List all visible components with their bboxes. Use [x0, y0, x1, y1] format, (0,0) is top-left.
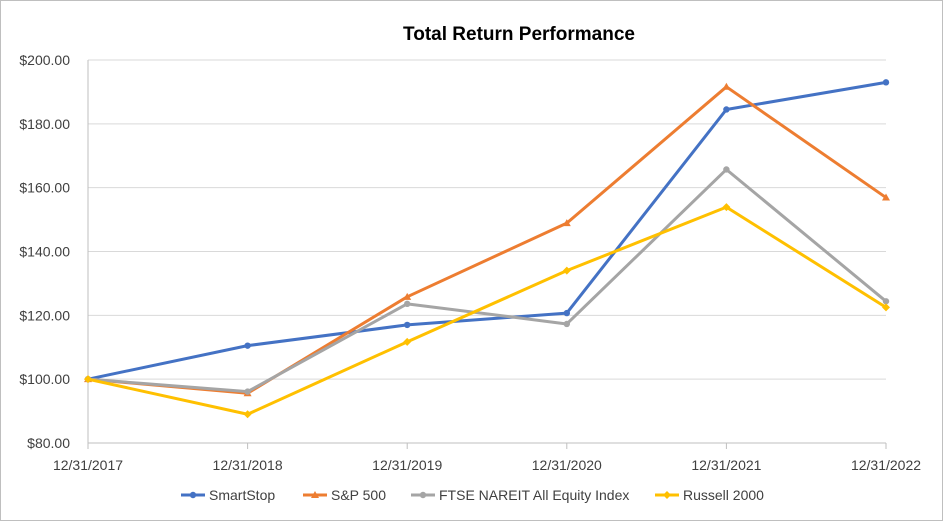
series-line — [86, 167, 888, 394]
data-point — [563, 309, 570, 317]
x-tick-label: 12/31/2018 — [213, 457, 283, 473]
data-point — [403, 337, 412, 346]
y-axis-tick-labels: $80.00 $100.00 $120.00 $140.00 $160.00 $180.0… — [19, 52, 70, 451]
x-tick-label: 12/31/2019 — [372, 457, 442, 473]
legend-item: S&P 500 — [303, 487, 386, 503]
legend-label: S&P 500 — [331, 487, 386, 503]
x-axis-tick-labels: 12/31/2017 12/31/2018 12/31/2019 12/31/2020… — [53, 457, 921, 473]
x-tick-label: 12/31/2017 — [53, 457, 123, 473]
data-point — [84, 375, 92, 384]
data-point — [243, 410, 252, 419]
series-2 — [84, 166, 890, 395]
legend-label: Russell 2000 — [683, 487, 764, 503]
data-point — [244, 388, 251, 395]
legend-label: SmartStop — [209, 487, 275, 503]
data-point — [404, 300, 411, 308]
gridlines — [88, 59, 886, 380]
x-tick-label: 12/31/2021 — [691, 457, 761, 473]
data-point — [404, 321, 411, 329]
legend-label: FTSE NAREIT All Equity Index — [439, 487, 629, 503]
data-point — [189, 491, 197, 499]
data-point — [882, 298, 890, 305]
data-point — [882, 193, 890, 201]
data-point — [723, 106, 730, 113]
data-point — [722, 203, 731, 212]
data-point — [663, 491, 671, 499]
series-0 — [84, 79, 890, 383]
data-point — [403, 292, 412, 300]
series-1 — [84, 82, 890, 397]
series-line — [86, 85, 888, 395]
x-tick-label: 12/31/2020 — [532, 457, 602, 473]
y-tick-label: $80.00 — [27, 435, 70, 451]
data-point — [722, 82, 731, 90]
y-tick-label: $120.00 — [19, 307, 70, 323]
chart-title: Total Return Performance — [403, 24, 635, 45]
legend-item: SmartStop — [181, 487, 275, 503]
y-tick-label: $160.00 — [19, 180, 70, 196]
legend-item: FTSE NAREIT All Equity Index — [411, 487, 629, 503]
x-tick-label: 12/31/2022 — [851, 457, 921, 473]
y-tick-label: $200.00 — [19, 52, 70, 68]
series-line — [86, 205, 888, 416]
data-point — [562, 219, 571, 227]
y-tick-label: $180.00 — [19, 116, 70, 132]
data-point — [419, 491, 427, 499]
data-point — [723, 166, 730, 173]
data-point — [311, 491, 319, 498]
data-point — [563, 320, 570, 328]
legend-item: Russell 2000 — [655, 487, 764, 503]
data-point — [882, 79, 890, 86]
y-tick-label: $140.00 — [19, 244, 70, 260]
series-3 — [84, 203, 890, 419]
y-tick-label: $100.00 — [19, 371, 70, 387]
series-lines — [84, 79, 890, 419]
data-point — [244, 342, 251, 349]
data-point — [562, 266, 571, 275]
legend: SmartStop S&P 500 FTSE NAREIT All Equity I… — [181, 487, 764, 503]
data-point — [882, 303, 890, 312]
